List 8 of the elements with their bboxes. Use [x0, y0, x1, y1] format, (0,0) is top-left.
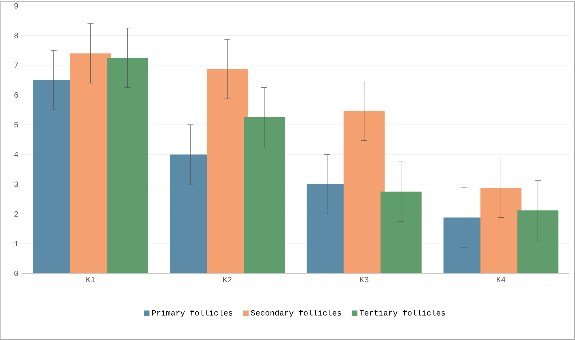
bar — [518, 210, 559, 274]
bar — [344, 111, 385, 274]
bar — [244, 118, 286, 274]
bar — [380, 192, 422, 274]
bar — [70, 54, 112, 274]
bar — [107, 58, 148, 274]
bar — [207, 69, 248, 274]
bar — [480, 188, 522, 274]
